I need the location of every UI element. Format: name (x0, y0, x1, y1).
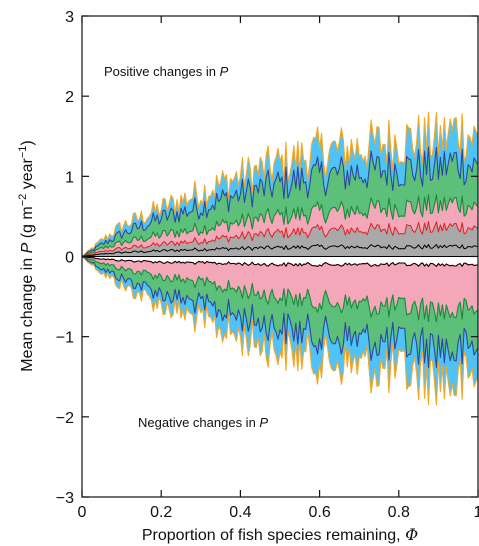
x-tick-label-5: 1 (474, 504, 479, 521)
positive-pink-edge (82, 221, 478, 257)
annotation-positive-text: Positive changes in (104, 64, 220, 79)
x-axis-label: Proportion of fish species remaining, Φ (142, 525, 418, 544)
positive-outer-edge (82, 111, 478, 257)
axis-ticks-layer: 0 0.2 0.4 0.6 0.8 1 −3 −2 −1 0 1 2 3 (56, 9, 479, 521)
annotation-negative: Negative changes in P (138, 415, 268, 430)
y-axis-label: Mean change in P (g m−2 year−1) (17, 140, 36, 371)
y-axis-label-units-close: ) (19, 140, 36, 145)
y-axis-label-exp1: −2 (17, 194, 29, 207)
positive-green-edge (82, 194, 478, 258)
annotation-positive-var: P (220, 64, 229, 79)
positive-grey-band (82, 221, 478, 257)
annotation-negative-var: P (259, 415, 268, 430)
x-axis-label-symbol: Φ (405, 525, 418, 544)
y-axis-label-units-mid: year (19, 157, 36, 193)
x-tick-label-0: 0 (78, 504, 87, 521)
y-axis-label-prefix: Mean change in (19, 253, 36, 371)
y-tick-label-4: 1 (65, 169, 74, 186)
y-tick-label-1: −2 (56, 410, 74, 427)
positive-blue-band (82, 112, 478, 257)
y-tick-label-0: −3 (56, 490, 74, 507)
negative-green-edge (82, 255, 478, 323)
negative-median-line (82, 256, 478, 268)
x-tick-label-3: 0.6 (308, 504, 330, 521)
negative-green-band (82, 256, 478, 368)
x-tick-label-4: 0.8 (388, 504, 410, 521)
y-axis-label-exp2: −1 (17, 146, 29, 159)
y-tick-label-2: −1 (56, 330, 74, 347)
x-tick-label-2: 0.4 (229, 504, 251, 521)
negative-pink-band (82, 256, 478, 322)
y-tick-label-3: 0 (65, 250, 74, 267)
y-axis-label-var: P (19, 242, 36, 253)
y-axis-label-units-open: (g m (19, 206, 36, 242)
y-tick-label-6: 3 (65, 9, 74, 26)
negative-outer-edge (82, 256, 478, 406)
annotation-negative-text: Negative changes in (138, 415, 259, 430)
positive-median-line (82, 244, 478, 257)
negative-blue-edge (82, 256, 478, 369)
positive-blue-edge (82, 146, 478, 257)
y-tick-label-5: 2 (65, 89, 74, 106)
x-tick-label-1: 0.2 (150, 504, 172, 521)
annotation-positive: Positive changes in P (104, 64, 229, 79)
envelope-series-layer (82, 111, 478, 406)
x-axis-label-text: Proportion of fish species remaining, (142, 527, 405, 544)
